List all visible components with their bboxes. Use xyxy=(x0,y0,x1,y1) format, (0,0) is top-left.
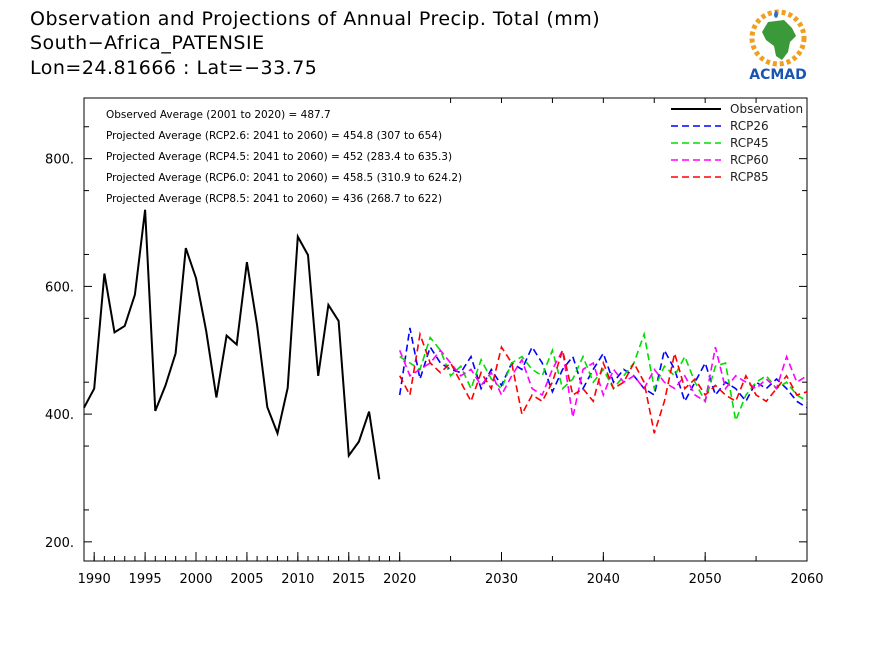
series-line-rcp45 xyxy=(399,331,808,424)
annotation-line: Observed Average (2001 to 2020) = 487.7 xyxy=(106,109,331,121)
x-axis: 1990 1995 2000 2005 2010 2015 2020 2030 2040 2050… xyxy=(78,98,824,587)
series-layer xyxy=(83,209,808,480)
chart-title-line2: South−Africa_PATENSIE xyxy=(30,32,265,54)
annotation-block: Observed Average (2001 to 2020) = 487.7 P… xyxy=(106,109,462,205)
x-tick-label: 2050 xyxy=(689,572,722,587)
annotation-line: Projected Average (RCP6.0: 2041 to 2060)… xyxy=(106,172,462,184)
legend: Observation RCP26 RCP45 RCP60 RCP85 xyxy=(671,102,803,184)
x-tick-label: 2040 xyxy=(587,572,620,587)
x-tick-label: 2030 xyxy=(485,572,518,587)
legend-label: Observation xyxy=(730,102,803,116)
x-tick-label: 2010 xyxy=(281,572,314,587)
annotation-line: Projected Average (RCP8.5: 2041 to 2060)… xyxy=(106,193,442,205)
legend-label: RCP60 xyxy=(730,153,769,167)
legend-label: RCP85 xyxy=(730,170,769,184)
y-tick-label: 600. xyxy=(45,280,74,295)
series-line-rcp85 xyxy=(398,331,808,434)
x-tick-label: 2015 xyxy=(332,572,365,587)
acmad-logo-text: ACMAD xyxy=(749,67,807,83)
annotation-line: Projected Average (RCP4.5: 2041 to 2060)… xyxy=(106,151,452,163)
x-tick-label: 1990 xyxy=(78,572,111,587)
x-tick-label: 2005 xyxy=(230,572,263,587)
x-tick-label: 2020 xyxy=(383,572,416,587)
y-tick-label: 200. xyxy=(45,536,74,551)
chart-title-line3: Lon=24.81666 : Lat=−33.75 xyxy=(30,57,318,79)
series-line-observation xyxy=(83,209,381,480)
africa-map-icon xyxy=(749,9,807,67)
y-axis: 200. 400. 600. 800. xyxy=(45,126,807,551)
x-tick-label: 2060 xyxy=(790,572,823,587)
x-tick-label: 1995 xyxy=(129,572,162,587)
y-tick-label: 400. xyxy=(45,408,74,423)
x-tick-label: 2000 xyxy=(179,572,212,587)
legend-label: RCP26 xyxy=(730,119,769,133)
legend-label: RCP45 xyxy=(730,136,769,150)
series-line-rcp60 xyxy=(398,346,808,418)
annotation-line: Projected Average (RCP2.6: 2041 to 2060)… xyxy=(106,130,442,142)
acmad-logo: ACMAD xyxy=(749,9,807,83)
chart-title-line1: Observation and Projections of Annual Pr… xyxy=(30,8,601,30)
plot-frame xyxy=(83,97,808,562)
y-tick-label: 800. xyxy=(45,153,74,168)
